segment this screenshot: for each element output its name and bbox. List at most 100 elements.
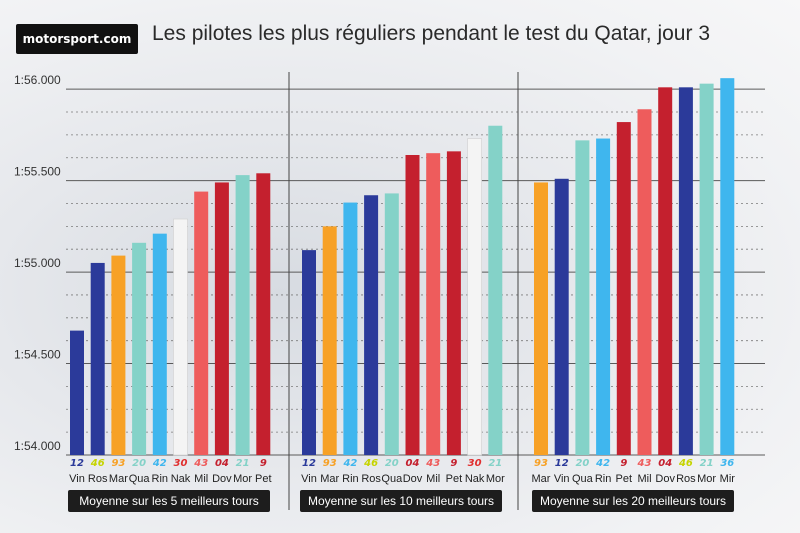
bar [70, 330, 84, 455]
rider-number: 36 [720, 458, 734, 469]
rider-number: 46 [363, 458, 378, 469]
y-tick-label: 1:56.000 [14, 73, 61, 87]
bar [596, 138, 611, 455]
bar [90, 262, 105, 455]
rider-number: 9 [620, 458, 627, 469]
bar [488, 125, 503, 456]
rider-number: 21 [236, 458, 250, 469]
rider-label: Vin [554, 473, 570, 485]
rider-label: Vin [69, 473, 85, 485]
rider-label: Mar [109, 473, 128, 485]
rider-label: Ros [88, 473, 108, 485]
bar [405, 155, 420, 455]
rider-number: 42 [152, 458, 167, 469]
rider-label: Dov [655, 473, 675, 485]
group-label-box [532, 490, 734, 512]
rider-number: 04 [658, 458, 672, 469]
rider-label: Rin [152, 473, 169, 485]
bar [575, 140, 590, 456]
rider-number: 93 [111, 458, 125, 469]
rider-number: 20 [575, 458, 589, 469]
rider-number: 30 [174, 458, 188, 469]
rider-number: 42 [342, 458, 357, 469]
motorsport-logo: motorsport.com [16, 24, 138, 54]
bar [256, 173, 271, 456]
rider-label: Rin [342, 473, 359, 485]
chart-title: Les pilotes les plus réguliers pendant l… [152, 22, 710, 45]
group-label: Moyenne sur les 20 meilleurs tours [540, 494, 726, 508]
bar [194, 191, 209, 455]
bar [384, 193, 399, 456]
rider-label: Mar [532, 473, 551, 485]
rider-label: Qua [572, 473, 594, 485]
rider-label: Mor [486, 473, 505, 485]
rider-number: 43 [637, 458, 652, 469]
rider-number: 20 [132, 458, 146, 469]
rider-label: Dov [212, 473, 232, 485]
rider-label: Mor [697, 473, 716, 485]
bar [302, 250, 316, 455]
bar [173, 218, 188, 456]
group-label-box [300, 490, 502, 512]
rider-number: 21 [488, 458, 502, 469]
bar [152, 233, 167, 455]
bar [467, 138, 482, 456]
rider-label: Vin [301, 473, 317, 485]
rider-label: Mar [320, 473, 339, 485]
bar [111, 255, 126, 455]
y-tick-label: 1:54.000 [14, 439, 61, 453]
rider-label: Mil [637, 473, 651, 485]
rider-label: Pet [255, 473, 272, 485]
group-label: Moyenne sur les 5 meilleurs tours [79, 494, 258, 508]
rider-label: Qua [129, 473, 151, 485]
bar [132, 242, 147, 455]
bar [446, 151, 461, 455]
rider-label: Pet [616, 473, 633, 485]
y-tick-label: 1:55.500 [14, 165, 61, 179]
rider-number: 9 [260, 458, 267, 469]
rider-label: Mor [233, 473, 252, 485]
rider-number: 12 [302, 458, 316, 469]
rider-label: Mil [194, 473, 208, 485]
rider-label: Pet [446, 473, 463, 485]
rider-label: Mil [426, 473, 440, 485]
bar [426, 153, 441, 456]
bar [678, 87, 693, 455]
bar [658, 87, 673, 455]
bar [534, 182, 548, 455]
bar [322, 226, 337, 455]
y-tick-label: 1:54.500 [14, 348, 61, 362]
rider-number: 93 [534, 458, 548, 469]
rider-label: Qua [381, 473, 403, 485]
group-label-box [68, 490, 270, 512]
bar [235, 175, 250, 455]
rider-number: 46 [678, 458, 693, 469]
rider-number: 43 [425, 458, 440, 469]
rider-label: Ros [676, 473, 696, 485]
rider-number: 42 [595, 458, 610, 469]
y-tick-label: 1:55.000 [14, 256, 61, 270]
rider-number: 46 [90, 458, 105, 469]
rider-label: Mir [720, 473, 736, 485]
rider-number: 43 [193, 458, 208, 469]
bar [720, 78, 735, 456]
rider-number: 12 [555, 458, 569, 469]
rider-number: 04 [406, 458, 420, 469]
rider-label: Rin [595, 473, 612, 485]
rider-label: Ros [361, 473, 381, 485]
rider-number: 30 [468, 458, 482, 469]
bar [637, 109, 652, 455]
bar [554, 178, 569, 455]
rider-number: 93 [323, 458, 337, 469]
bar [343, 202, 358, 455]
bar [214, 182, 229, 455]
group-label: Moyenne sur les 10 meilleurs tours [308, 494, 494, 508]
rider-number: 9 [450, 458, 457, 469]
rider-label: Nak [171, 473, 191, 485]
rider-label: Nak [465, 473, 485, 485]
rider-number: 21 [700, 458, 714, 469]
bar [699, 83, 714, 455]
rider-number: 12 [70, 458, 84, 469]
